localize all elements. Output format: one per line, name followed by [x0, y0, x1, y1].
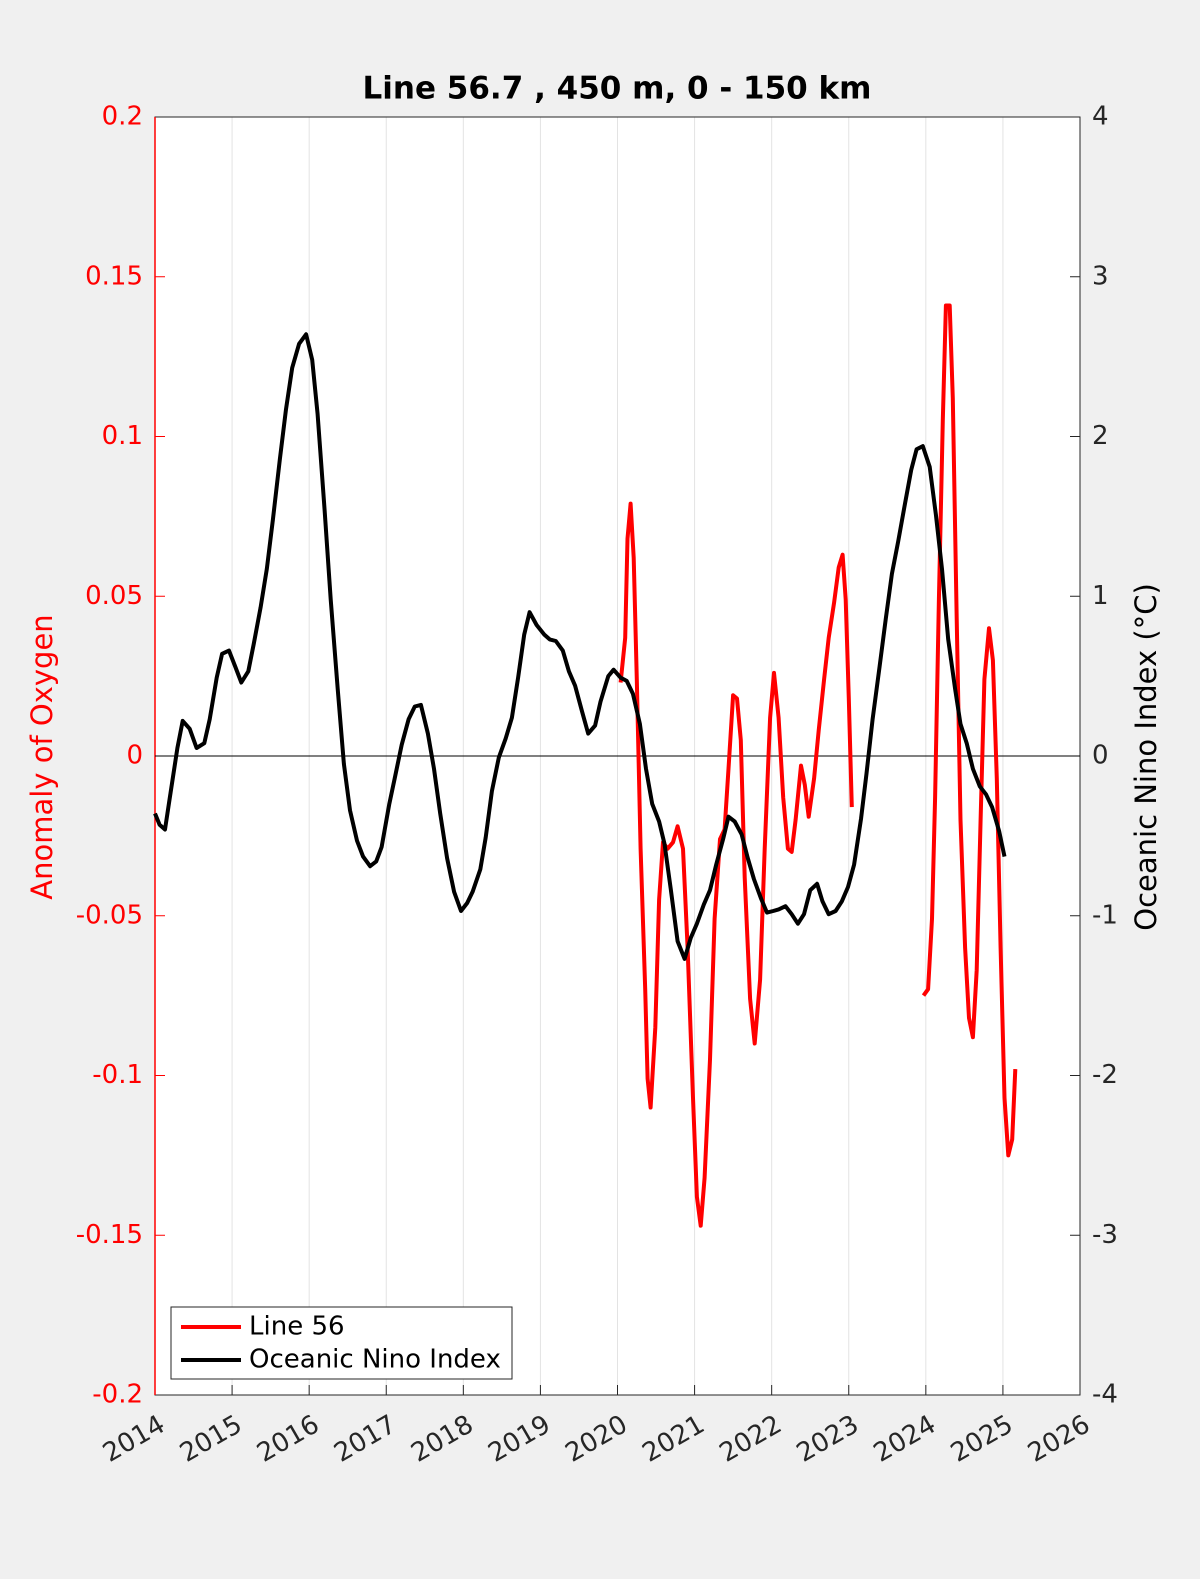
x-tick-label: 2026	[1023, 1410, 1095, 1469]
y-tick-label: 0	[126, 741, 143, 771]
y-tick-label: -0.15	[76, 1220, 143, 1250]
y-tick-label: 0.05	[85, 581, 143, 611]
series-line	[153, 332, 1007, 961]
legend-box	[170, 1306, 513, 1380]
x-tick-label: 2025	[946, 1410, 1018, 1469]
y2-axis-label: Oceanic Nino Index (°C)	[1129, 583, 1163, 931]
y2-tick-label: -2	[1092, 1060, 1118, 1090]
y-tick-label: 0.1	[102, 421, 143, 451]
y-tick-label: -0.1	[92, 1060, 143, 1090]
x-tick-label: 2016	[252, 1410, 324, 1469]
y2-tick-label: 2	[1092, 421, 1109, 451]
x-tick-label: 2017	[329, 1410, 401, 1469]
legend-label: Line 56	[249, 1312, 345, 1342]
x-tick-label: 2022	[715, 1410, 787, 1469]
y-tick-label: -0.05	[76, 900, 143, 930]
chart-title: Line 56.7 , 450 m, 0 - 150 km	[363, 71, 872, 107]
y2-tick-label: 3	[1092, 261, 1109, 291]
x-tick-label: 2023	[792, 1410, 864, 1469]
x-tick-label: 2015	[175, 1410, 247, 1469]
y2-tick-label: 0	[1092, 741, 1109, 771]
x-tick-label: 2021	[638, 1410, 710, 1469]
x-tick-label: 2024	[869, 1410, 941, 1469]
y2-tick-label: -4	[1092, 1380, 1118, 1410]
y-tick-label: 0.2	[102, 102, 143, 132]
y2-tick-label: 1	[1092, 581, 1109, 611]
series-line	[618, 303, 1018, 1228]
y2-tick-label: 4	[1092, 102, 1109, 132]
legend-label: Oceanic Nino Index	[249, 1345, 501, 1375]
y2-tick-label: -1	[1092, 900, 1118, 930]
x-tick-label: 2020	[560, 1410, 632, 1469]
x-tick-label: 2019	[483, 1410, 555, 1469]
y-tick-label: -0.2	[92, 1380, 143, 1410]
y2-tick-label: -3	[1092, 1220, 1118, 1250]
y-axis-label: Anomaly of Oxygen	[25, 614, 59, 899]
y-tick-label: 0.15	[85, 261, 143, 291]
x-tick-label: 2014	[98, 1410, 170, 1469]
x-tick-label: 2018	[406, 1410, 478, 1469]
